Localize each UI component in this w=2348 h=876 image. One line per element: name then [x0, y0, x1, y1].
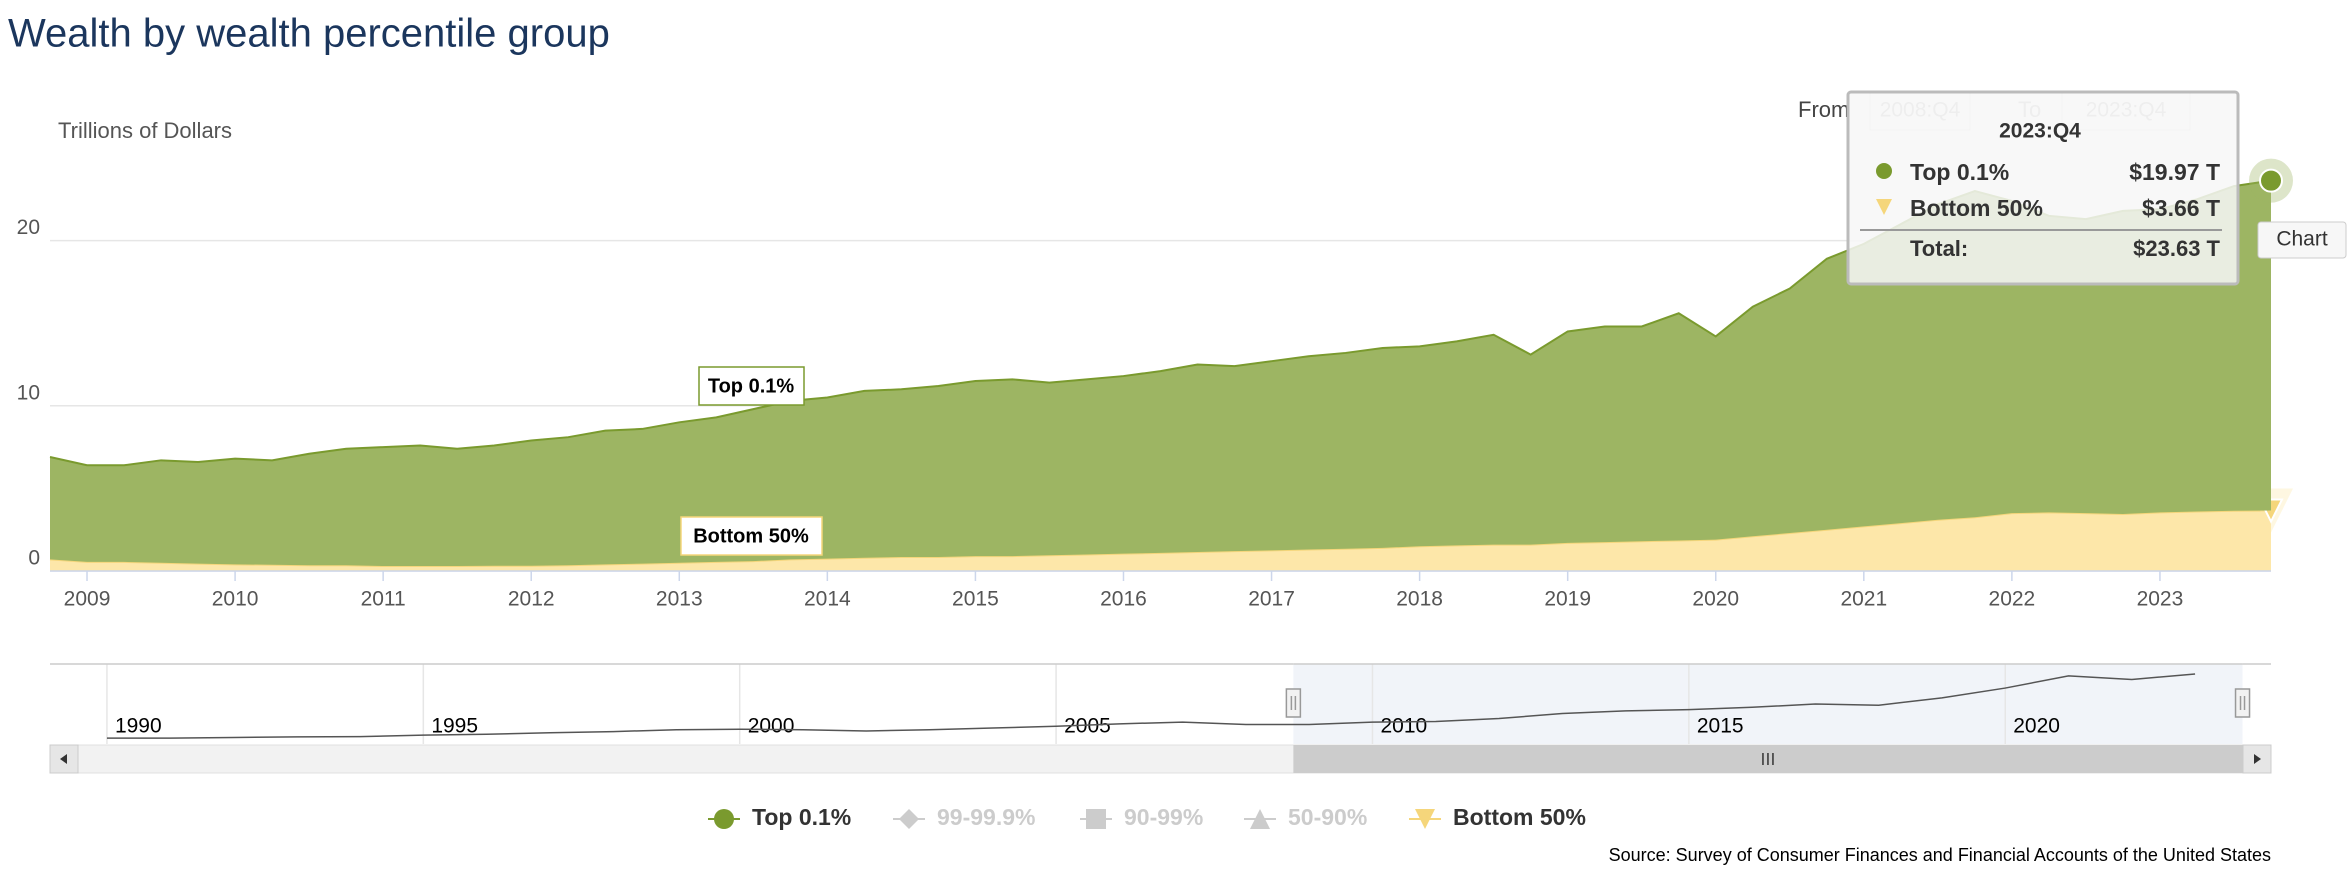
legend-label[interactable]: 99-99.9%	[937, 804, 1035, 830]
x-tick-label: 2009	[64, 588, 111, 611]
navigator-handle[interactable]	[2234, 688, 2251, 718]
chart-title: Wealth by wealth percentile group	[8, 12, 610, 56]
annotation-label: Bottom 50%	[693, 525, 809, 547]
navigator-tick-label: 1995	[431, 715, 478, 738]
x-tick-label: 2017	[1248, 588, 1295, 611]
legend-label[interactable]: 50-90%	[1288, 804, 1367, 830]
legend-symbol	[1086, 809, 1106, 829]
range-from-label: From	[1798, 97, 1849, 122]
source-note: Source: Survey of Consumer Finances and …	[1609, 845, 2271, 865]
hover-marker	[2259, 168, 2283, 193]
x-tick-label: 2019	[1544, 588, 1591, 611]
legend-symbol	[1250, 809, 1270, 829]
legend-label[interactable]: 90-99%	[1124, 804, 1203, 830]
navigator-tick-label: 2010	[1380, 715, 1427, 738]
navigator-tick-label: 2005	[1064, 715, 1111, 738]
y-tick-label: 0	[28, 547, 40, 570]
navigator-tick-label: 2015	[1697, 715, 1744, 738]
x-tick-label: 2020	[1692, 588, 1739, 611]
tooltip-series-name: Bottom 50%	[1910, 195, 2043, 221]
navigator-line	[106, 673, 2196, 739]
navigator-selection	[1293, 664, 2243, 744]
navigator-tick-label: 2000	[748, 715, 795, 738]
x-tick-label: 2022	[1989, 588, 2036, 611]
legend-label[interactable]: Bottom 50%	[1453, 804, 1586, 830]
x-tick-label: 2018	[1396, 588, 1443, 611]
navigator-tick-label: 2020	[2013, 715, 2060, 738]
x-tick-label: 2010	[212, 588, 259, 611]
tooltip-total-label: Total:	[1910, 236, 1968, 261]
chart-button[interactable]	[2257, 221, 2347, 259]
y-tick-label: 20	[17, 216, 40, 239]
x-tick-label: 2023	[2137, 588, 2184, 611]
annotation-box	[698, 366, 805, 406]
annotation-label: Top 0.1%	[708, 375, 795, 397]
x-tick-label: 2012	[508, 588, 555, 611]
tooltip-symbol	[1876, 199, 1892, 215]
scrollbar-right-arrow	[2254, 754, 2261, 764]
legend-label[interactable]: Top 0.1%	[752, 804, 851, 830]
legend-symbol	[899, 809, 919, 829]
tooltip-value: $19.97 T	[2129, 159, 2220, 185]
navigator-handle[interactable]	[1285, 688, 1302, 718]
x-tick-label: 2015	[952, 588, 999, 611]
x-tick-label: 2014	[804, 588, 851, 611]
x-tick-label: 2021	[1840, 588, 1887, 611]
tooltip-total: $23.63 T	[2133, 236, 2220, 261]
legend-symbol	[714, 809, 734, 829]
x-tick-label: 2011	[361, 588, 406, 611]
area-fill	[50, 180, 2271, 567]
navigator-tick-label: 1990	[115, 715, 162, 738]
scrollbar-left-arrow	[60, 754, 67, 764]
legend-symbol	[1415, 809, 1435, 829]
y-axis-label: Trillions of Dollars	[58, 118, 232, 143]
annotation-box	[680, 516, 823, 556]
chart-button-label[interactable]: Chart	[2276, 228, 2328, 251]
x-tick-label: 2013	[656, 588, 703, 611]
tooltip-series-name: Top 0.1%	[1910, 159, 2009, 185]
tooltip-title: 2023:Q4	[1999, 120, 2081, 143]
x-tick-label: 2016	[1100, 588, 1147, 611]
area-fill	[50, 510, 2271, 571]
tooltip-box	[1846, 90, 2240, 286]
y-tick-label: 10	[17, 381, 40, 404]
tooltip-value: $3.66 T	[2142, 195, 2220, 221]
tooltip-symbol	[1876, 163, 1892, 179]
